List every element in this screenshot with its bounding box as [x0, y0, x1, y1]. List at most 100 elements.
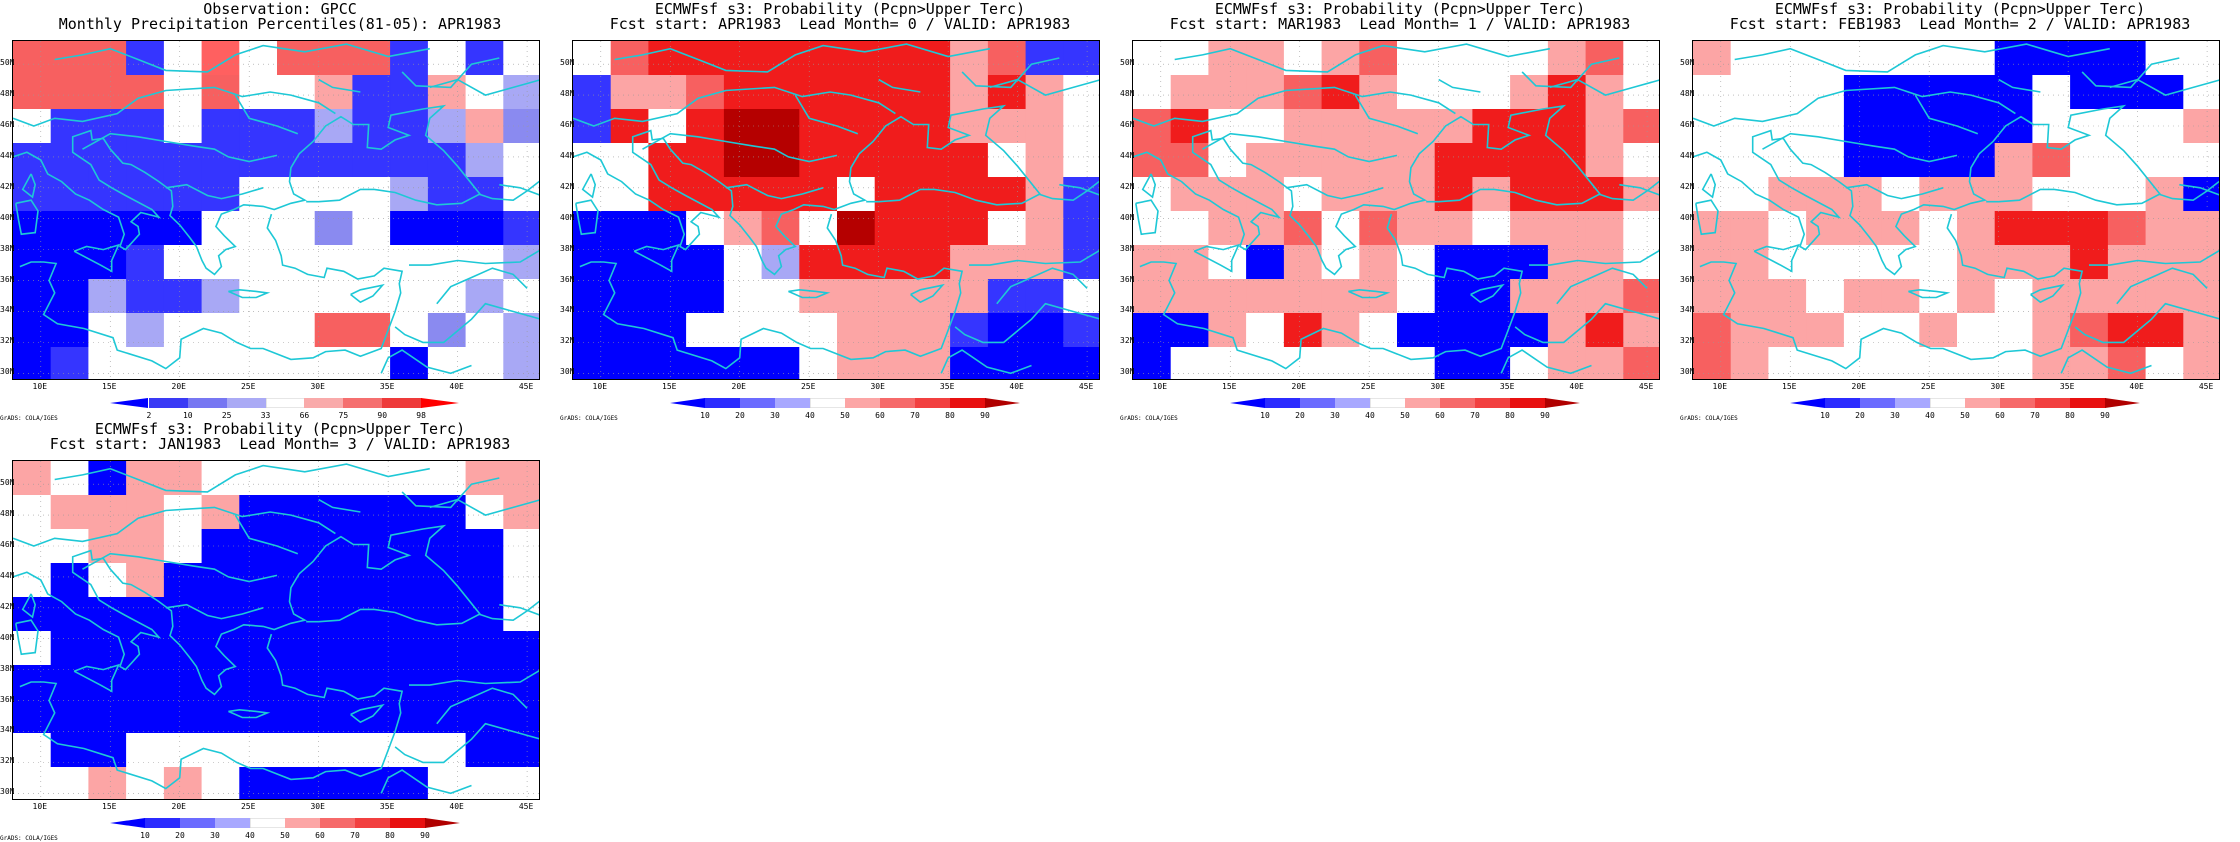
coastline: [2158, 180, 2219, 202]
colorbar-label: 20: [1295, 411, 1305, 420]
grid-cell: [2032, 245, 2071, 280]
grid-cell: [50, 699, 89, 734]
lon-label: 40E: [449, 802, 464, 811]
colorbar-segment: [1440, 398, 1476, 408]
grid-cell: [390, 177, 429, 212]
map-panel-1: Observation: GPCC Monthly Precipitation P…: [0, 0, 560, 422]
coastline: [1285, 183, 1384, 200]
lat-label: 30N: [1120, 367, 1135, 377]
grid-cell: [277, 211, 316, 246]
colorbar-segment: [382, 398, 422, 408]
grid-cell: [1397, 41, 1436, 76]
grid-cell: [503, 211, 539, 246]
lat-label: 32N: [1120, 336, 1135, 346]
grid-cell: [314, 143, 353, 178]
grid-cell: [2145, 177, 2184, 212]
grads-credit: GrADS: COLA/IGES: [1120, 415, 1178, 422]
lon-label: 45E: [1638, 382, 1654, 391]
colorbar-label: 50: [840, 411, 850, 420]
grid-cell: [912, 211, 951, 246]
grid-cell: [1957, 245, 1996, 280]
grid-cell: [1806, 279, 1845, 314]
lon-label: 35E: [939, 382, 955, 391]
grid-cell: [277, 313, 316, 348]
coastline: [165, 183, 264, 200]
colorbar-label: 66: [299, 411, 310, 420]
lat-label: 40N: [560, 212, 575, 222]
grid-cell: [1133, 313, 1172, 348]
colorbar-segment: [845, 398, 881, 408]
grid-cell: [2145, 109, 2184, 144]
grid-cell: [465, 211, 504, 246]
grid-cell: [2183, 143, 2219, 178]
colorbar-label: 90: [980, 411, 990, 420]
grid-cell: [1170, 245, 1209, 280]
grid-cell: [88, 75, 127, 110]
grid-cell: [201, 177, 240, 212]
grid-cell: [1768, 211, 1807, 246]
lat-label: 46N: [1680, 120, 1695, 129]
grid-cell: [163, 177, 203, 212]
coastline: [581, 173, 597, 199]
grid-cell: [1510, 41, 1549, 76]
coastline: [1174, 43, 1550, 73]
grid-cell: [352, 177, 391, 212]
lat-label: 42N: [0, 601, 15, 611]
coastline: [2116, 267, 2208, 305]
grid-cell: [1994, 279, 2033, 314]
coastline: [954, 302, 1099, 344]
coastline: [436, 687, 528, 725]
grid-cell: [837, 75, 876, 110]
grid-cell: [573, 109, 612, 144]
grid-cell: [314, 211, 353, 246]
grid-cell: [1547, 347, 1587, 379]
grid-cell: [1623, 143, 1659, 178]
grid-cell: [427, 563, 467, 598]
grid-cell: [503, 563, 539, 598]
colorbar-segment: [1475, 398, 1511, 408]
grid-cell: [1063, 41, 1099, 76]
grid-cell: [1693, 177, 1732, 212]
grid-cell: [723, 347, 763, 379]
grid-cell: [761, 177, 800, 212]
grid-cell: [163, 665, 203, 700]
colorbar-label: 60: [315, 831, 325, 840]
colorbar-label: 50: [280, 831, 290, 840]
grid-cell: [88, 177, 127, 212]
colorbar-segment: [148, 398, 189, 408]
grid-cell: [610, 313, 649, 348]
colorbar-segment: [1930, 398, 1966, 408]
grid-cell: [1321, 177, 1360, 212]
colorbar-label: 90: [420, 831, 430, 840]
coastline: [15, 619, 39, 656]
grid-cell: [1510, 75, 1549, 110]
grid-cell: [1957, 41, 1996, 76]
grid-cell: [686, 279, 725, 314]
grid-cell: [13, 529, 52, 564]
lon-label: 20E: [171, 802, 186, 811]
colorbar-label: 90: [1540, 411, 1550, 420]
coastline: [1693, 86, 2016, 127]
colorbar-label: 2: [146, 411, 152, 420]
grid-cell: [465, 347, 504, 379]
grid-cell: [277, 109, 316, 144]
grid-cell: [503, 733, 539, 768]
grid-cell: [352, 245, 391, 280]
coastline: [409, 249, 539, 266]
colorbar-arrow: [421, 398, 460, 408]
coastline: [1438, 78, 1481, 93]
grid-cell: [1547, 143, 1587, 178]
coastline: [15, 199, 39, 236]
grid-cell: [1133, 279, 1172, 314]
grid-cell: [648, 177, 687, 212]
grid-cell: [1585, 347, 1624, 379]
grid-cell: [1208, 347, 1247, 379]
coastline: [1908, 288, 1951, 299]
grid-cell: [1547, 211, 1587, 246]
grid-cell: [50, 313, 89, 348]
grid-cell: [1397, 313, 1436, 348]
grid-cell: [799, 211, 838, 246]
grid-cell: [465, 279, 504, 314]
grid-cell: [352, 597, 391, 632]
grid-cell: [1919, 211, 1958, 246]
